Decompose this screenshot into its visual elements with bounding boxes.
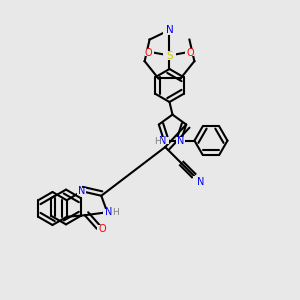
- Text: O: O: [145, 47, 152, 58]
- FancyBboxPatch shape: [103, 208, 118, 216]
- FancyBboxPatch shape: [184, 49, 194, 56]
- Text: O: O: [187, 47, 194, 58]
- FancyBboxPatch shape: [193, 176, 205, 185]
- FancyBboxPatch shape: [164, 26, 175, 34]
- Text: H: H: [112, 208, 119, 217]
- FancyBboxPatch shape: [164, 51, 175, 60]
- Text: H: H: [154, 137, 161, 146]
- Text: N: N: [105, 207, 112, 217]
- FancyBboxPatch shape: [97, 225, 106, 232]
- FancyBboxPatch shape: [176, 137, 185, 144]
- Text: O: O: [98, 224, 106, 234]
- FancyBboxPatch shape: [77, 188, 86, 195]
- FancyBboxPatch shape: [146, 49, 154, 56]
- Text: N: N: [78, 186, 85, 196]
- FancyBboxPatch shape: [155, 139, 163, 146]
- Text: N: N: [159, 136, 166, 146]
- FancyBboxPatch shape: [160, 137, 169, 144]
- Text: S: S: [166, 50, 173, 61]
- Text: N: N: [196, 177, 204, 187]
- Text: N: N: [166, 25, 173, 35]
- Text: N: N: [177, 136, 185, 146]
